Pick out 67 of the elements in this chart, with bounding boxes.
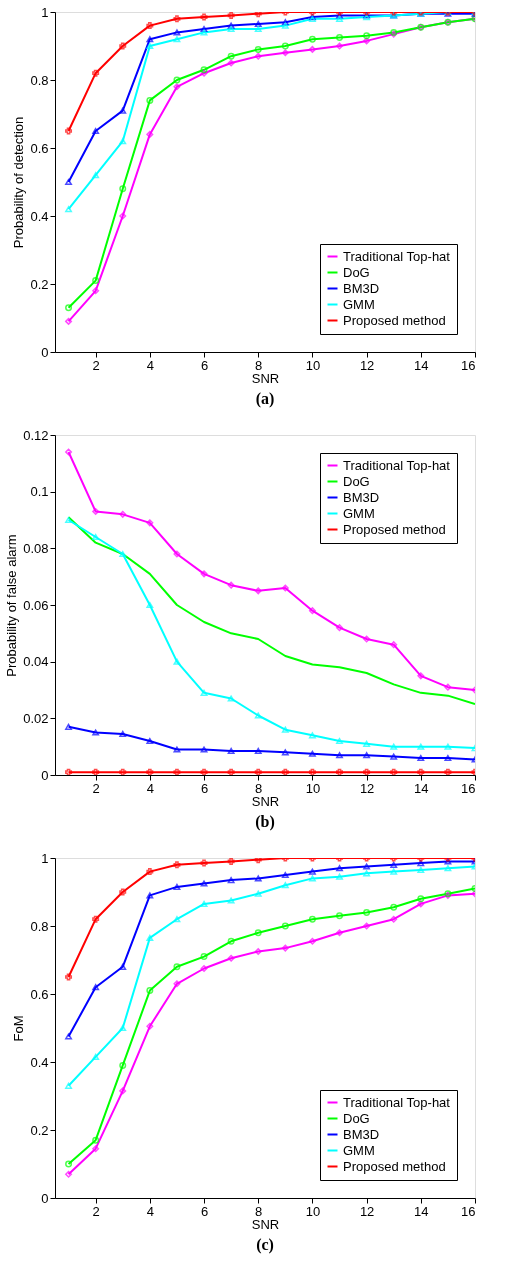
x-tick-label: 16 (461, 1203, 476, 1219)
text: (b) (255, 813, 275, 831)
text: (c) (256, 1236, 274, 1254)
legend-label: DoG (343, 264, 370, 280)
x-tick-label: 2 (92, 357, 100, 373)
x-tick-label: 10 (305, 1203, 321, 1219)
x-tick-label: 4 (146, 357, 154, 373)
x-tick-label: 14 (414, 357, 429, 373)
y-tick-label: 0.6 (30, 140, 49, 156)
y-tick-label: 1 (41, 4, 49, 20)
x-axis-title: SNR (251, 793, 280, 809)
text: (a) (255, 390, 275, 408)
legend-label: BM3D (343, 280, 380, 296)
y-tick-label: 0.8 (30, 918, 49, 934)
x-axis-title: SNR (251, 370, 280, 386)
y-tick-label: 0.06 (23, 597, 49, 613)
x-tick-label: 14 (414, 1203, 429, 1219)
x-tick-label: 2 (92, 1203, 100, 1219)
x-tick-label: 4 (146, 780, 154, 796)
y-tick-label: 0.12 (23, 427, 49, 443)
x-tick-label: 6 (200, 780, 209, 796)
y-tick-label: 0.2 (30, 1122, 49, 1138)
legend-label: Proposed method (343, 1158, 446, 1174)
legend-label: GMM (343, 505, 375, 521)
legend-label: BM3D (343, 489, 380, 505)
x-axis-title: SNR (251, 1216, 280, 1232)
legend-label: Traditional Top-hat (343, 248, 451, 264)
y-tick-label: 0.6 (30, 986, 49, 1002)
legend-label: Traditional Top-hat (343, 457, 451, 473)
y-axis-title: Probability of detection (11, 116, 27, 249)
x-tick-label: 14 (414, 780, 429, 796)
y-tick-label: 0.02 (23, 710, 49, 726)
legend-label: GMM (343, 1142, 375, 1158)
legend-label: Proposed method (343, 521, 446, 537)
y-tick-label: 0.08 (23, 540, 49, 556)
legend-label: BM3D (343, 1126, 380, 1142)
y-tick-label: 0.2 (30, 276, 49, 292)
x-tick-label: 2 (92, 780, 100, 796)
y-tick-label: 0.4 (30, 208, 49, 224)
x-tick-label: 8 (255, 357, 263, 373)
legend-label: DoG (343, 473, 370, 489)
y-axis-title: Probability of false alarm (4, 534, 20, 677)
x-tick-label: 10 (305, 780, 321, 796)
legend-label: Traditional Top-hat (343, 1094, 451, 1110)
y-tick-label: 0.4 (30, 1054, 49, 1070)
y-tick-label: 1 (41, 850, 49, 866)
legend-label: Proposed method (343, 312, 446, 328)
x-tick-label: 16 (461, 780, 476, 796)
x-tick-label: 10 (305, 357, 321, 373)
y-tick-label: 0 (41, 767, 49, 783)
x-tick-label: 6 (200, 1203, 209, 1219)
legend-label: DoG (343, 1110, 370, 1126)
y-tick-label: 0 (41, 1190, 49, 1206)
x-tick-label: 8 (255, 1203, 263, 1219)
y-tick-label: 0.1 (30, 484, 49, 500)
x-tick-label: 12 (359, 357, 375, 373)
y-tick-label: 0.04 (23, 654, 49, 670)
x-tick-label: 12 (359, 1203, 375, 1219)
x-tick-label: 16 (461, 357, 476, 373)
x-tick-label: 6 (200, 357, 209, 373)
legend-label: GMM (343, 296, 375, 312)
x-tick-label: 12 (359, 780, 375, 796)
y-axis-title: FoM (11, 1015, 27, 1042)
x-tick-label: 4 (146, 1203, 154, 1219)
x-tick-label: 8 (255, 780, 263, 796)
y-tick-label: 0 (41, 344, 49, 360)
y-tick-label: 0.8 (30, 72, 49, 88)
